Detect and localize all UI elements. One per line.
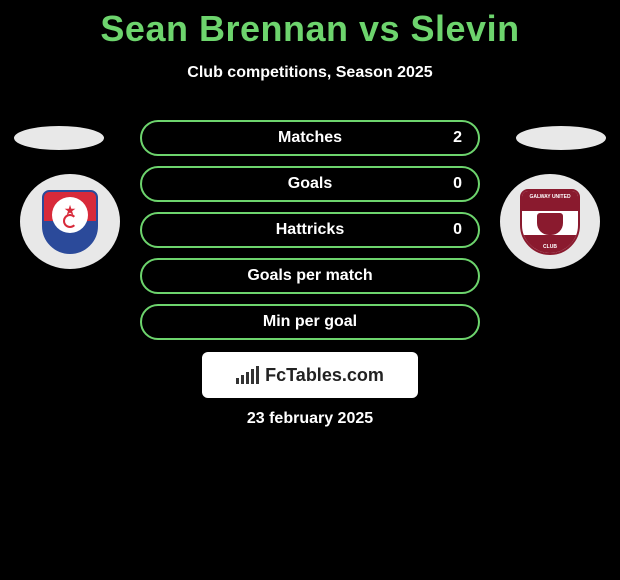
fctables-logo: FcTables.com (202, 352, 418, 398)
stat-label: Goals (288, 175, 332, 193)
stat-value: 0 (453, 175, 462, 193)
stat-row-goals: Goals 0 (140, 166, 480, 202)
stat-row-matches: Matches 2 (140, 120, 480, 156)
shield-right-bottom-text: CLUB (522, 244, 578, 250)
stat-label: Matches (278, 129, 342, 147)
stat-row-goals-per-match: Goals per match (140, 258, 480, 294)
drogheda-shield-icon (42, 190, 98, 254)
stat-value: 0 (453, 221, 462, 239)
club-badge-left (20, 174, 120, 269)
stat-value: 2 (453, 129, 462, 147)
shield-right-top-text: GALWAY UNITED (522, 194, 578, 200)
page-subtitle: Club competitions, Season 2025 (0, 64, 620, 82)
stat-label: Goals per match (247, 267, 372, 285)
logo-text: FcTables.com (265, 365, 384, 386)
stat-label: Hattricks (276, 221, 344, 239)
stat-row-hattricks: Hattricks 0 (140, 212, 480, 248)
page-title: Sean Brennan vs Slevin (0, 0, 620, 50)
galway-shield-icon: GALWAY UNITED CLUB (520, 189, 580, 255)
main-container: Sean Brennan vs Slevin Club competitions… (0, 0, 620, 580)
bar-chart-icon (236, 366, 259, 384)
stat-label: Min per goal (263, 313, 357, 331)
stat-row-min-per-goal: Min per goal (140, 304, 480, 340)
stats-panel: Matches 2 Goals 0 Hattricks 0 Goals per … (140, 120, 480, 350)
flag-placeholder-left (14, 126, 104, 150)
flag-placeholder-right (516, 126, 606, 150)
club-badge-right: GALWAY UNITED CLUB (500, 174, 600, 269)
footer-date: 23 february 2025 (0, 410, 620, 428)
